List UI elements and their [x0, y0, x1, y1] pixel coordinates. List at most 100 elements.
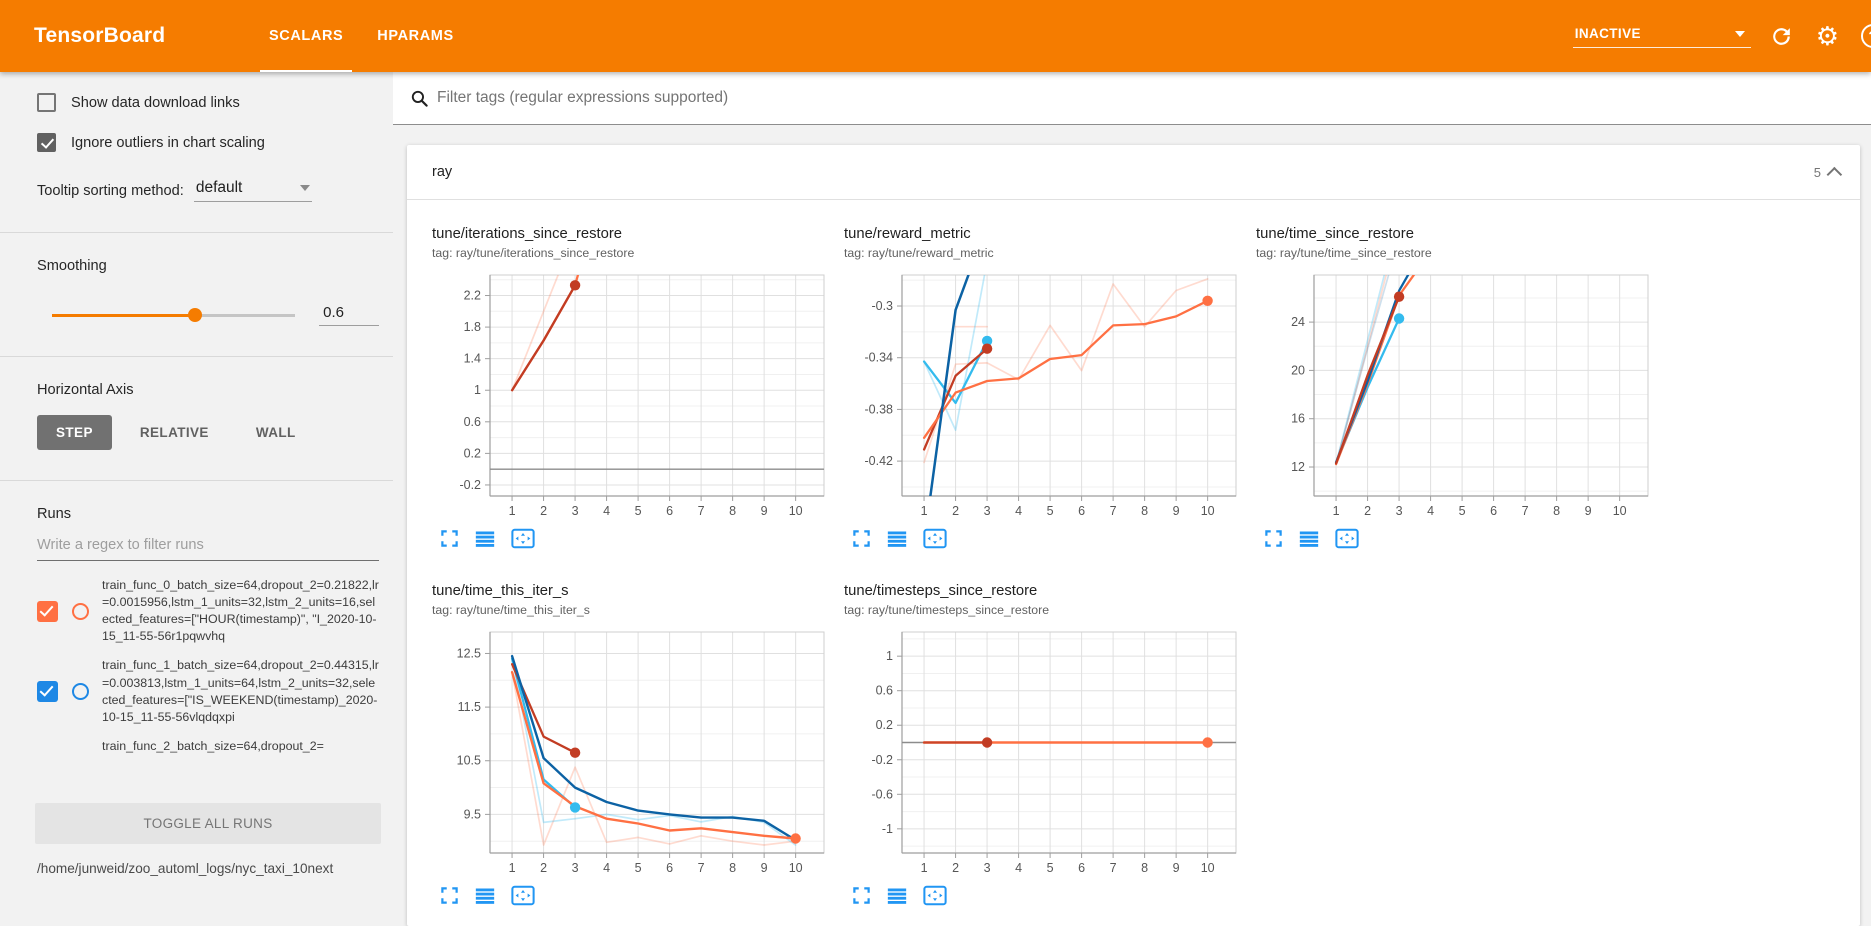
- status-label: INACTIVE: [1575, 26, 1641, 41]
- app-header: TensorBoard SCALARS HPARAMS INACTIVE ⚙ ?: [0, 0, 1871, 72]
- chart-toolbar: [432, 885, 832, 906]
- fit-domain-icon[interactable]: [923, 885, 947, 906]
- svg-text:3: 3: [984, 504, 991, 518]
- tooltip-sorting-label: Tooltip sorting method:: [37, 183, 184, 202]
- svg-text:1: 1: [1333, 504, 1340, 518]
- svg-text:5: 5: [1047, 861, 1054, 875]
- tab-scalars[interactable]: SCALARS: [252, 0, 360, 72]
- expand-chart-icon[interactable]: [440, 529, 459, 548]
- chart-toolbar: [844, 528, 1244, 549]
- svg-text:6: 6: [666, 861, 673, 875]
- svg-text:11.5: 11.5: [458, 700, 481, 714]
- run-selector-icon[interactable]: [1299, 529, 1319, 549]
- svg-text:-0.38: -0.38: [865, 402, 894, 416]
- svg-text:5: 5: [1459, 504, 1466, 518]
- run-radio[interactable]: [72, 683, 89, 700]
- smoothing-value[interactable]: 0.6: [319, 304, 379, 326]
- svg-text:6: 6: [1078, 504, 1085, 518]
- svg-text:3: 3: [572, 504, 579, 518]
- slider-thumb[interactable]: [188, 308, 202, 322]
- ignore-outliers-row[interactable]: Ignore outliers in chart scaling: [37, 133, 379, 152]
- svg-text:6: 6: [1490, 504, 1497, 518]
- tag-group-header[interactable]: ray 5: [407, 145, 1860, 200]
- svg-text:12: 12: [1291, 460, 1305, 474]
- svg-text:3: 3: [984, 861, 991, 875]
- svg-text:3: 3: [1396, 504, 1403, 518]
- expand-chart-icon[interactable]: [1264, 529, 1283, 548]
- svg-text:0.2: 0.2: [464, 446, 481, 460]
- runs-filter-input[interactable]: [37, 537, 379, 553]
- run-selector-icon[interactable]: [887, 529, 907, 549]
- svg-text:5: 5: [635, 861, 642, 875]
- svg-text:1: 1: [509, 861, 516, 875]
- refresh-icon[interactable]: [1769, 24, 1794, 49]
- svg-text:-0.6: -0.6: [871, 787, 893, 801]
- svg-text:4: 4: [1427, 504, 1434, 518]
- show-download-checkbox[interactable]: [37, 93, 56, 112]
- smoothing-label: Smoothing: [37, 258, 379, 274]
- expand-chart-icon[interactable]: [852, 529, 871, 548]
- tooltip-sorting-dropdown[interactable]: default: [194, 179, 312, 202]
- svg-text:6: 6: [666, 504, 673, 518]
- toggle-all-runs-button[interactable]: TOGGLE ALL RUNS: [35, 803, 381, 844]
- tag-filter-input[interactable]: [437, 89, 1737, 107]
- expand-chart-icon[interactable]: [440, 886, 459, 905]
- run-list-item[interactable]: train_func_0_batch_size=64,dropout_2=0.2…: [37, 577, 379, 645]
- tag-group-count: 5: [1814, 165, 1821, 180]
- runs-filter-field: [37, 536, 379, 561]
- settings-sidebar: Show data download links Ignore outliers…: [0, 72, 393, 906]
- fit-domain-icon[interactable]: [511, 885, 535, 906]
- run-selector-icon[interactable]: [475, 886, 495, 906]
- expand-chart-icon[interactable]: [852, 886, 871, 905]
- run-radio[interactable]: [72, 603, 89, 620]
- svg-text:-0.34: -0.34: [865, 351, 894, 365]
- divider: [0, 232, 393, 233]
- svg-text:10: 10: [1201, 861, 1215, 875]
- axis-wall-button[interactable]: WALL: [237, 415, 315, 450]
- ignore-outliers-label: Ignore outliers in chart scaling: [71, 135, 265, 151]
- svg-text:8: 8: [729, 504, 736, 518]
- run-list-item[interactable]: train_func_1_batch_size=64,dropout_2=0.4…: [37, 657, 379, 725]
- svg-text:1.8: 1.8: [464, 320, 481, 334]
- axis-step-button[interactable]: STEP: [37, 415, 112, 450]
- svg-text:9: 9: [1585, 504, 1592, 518]
- run-name: train_func_2_batch_size=64,dropout_2=: [102, 738, 379, 755]
- axis-relative-button[interactable]: RELATIVE: [121, 415, 228, 450]
- svg-text:-1: -1: [882, 822, 893, 836]
- chevron-down-icon: [1735, 31, 1745, 37]
- show-download-links-row[interactable]: Show data download links: [37, 93, 379, 112]
- svg-text:2.2: 2.2: [464, 289, 481, 303]
- run-checkbox[interactable]: [37, 681, 58, 702]
- smoothing-slider[interactable]: [52, 308, 295, 322]
- run-checkbox[interactable]: [37, 601, 58, 622]
- tab-hparams[interactable]: HPARAMS: [360, 0, 470, 72]
- fit-domain-icon[interactable]: [1335, 528, 1359, 549]
- chart-toolbar: [844, 885, 1244, 906]
- status-dropdown[interactable]: INACTIVE: [1573, 24, 1751, 48]
- svg-text:4: 4: [1015, 861, 1022, 875]
- settings-gear-icon[interactable]: ⚙: [1816, 23, 1839, 49]
- run-selector-icon[interactable]: [475, 529, 495, 549]
- fit-domain-icon[interactable]: [511, 528, 535, 549]
- help-icon[interactable]: ?: [1861, 24, 1871, 48]
- chart-title: tune/timesteps_since_restore: [844, 583, 1244, 599]
- chevron-up-icon[interactable]: [1827, 166, 1843, 182]
- ignore-outliers-checkbox[interactable]: [37, 133, 56, 152]
- run-selector-icon[interactable]: [887, 886, 907, 906]
- svg-text:1: 1: [509, 504, 516, 518]
- svg-text:9: 9: [761, 504, 768, 518]
- main-content: ray 5 tune/iterations_since_restoretag: …: [393, 72, 1871, 906]
- svg-text:0.6: 0.6: [464, 415, 481, 429]
- svg-text:6: 6: [1078, 861, 1085, 875]
- svg-text:1: 1: [886, 649, 893, 663]
- svg-text:7: 7: [698, 504, 705, 518]
- run-list-item[interactable]: train_func_2_batch_size=64,dropout_2=: [37, 738, 379, 755]
- fit-domain-icon[interactable]: [923, 528, 947, 549]
